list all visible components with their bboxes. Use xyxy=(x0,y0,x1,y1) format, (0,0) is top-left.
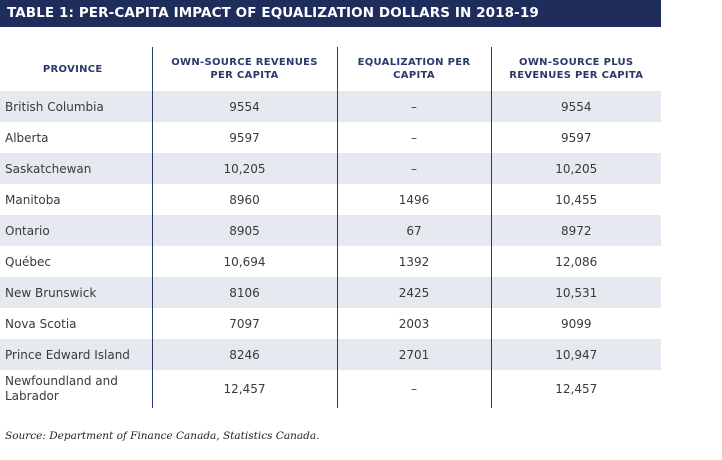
table-row: Prince Edward Island 8246 2701 10,947 xyxy=(0,339,661,370)
column-header-total: OWN-SOURCE PLUS REVENUES PER CAPITA xyxy=(490,47,661,91)
cell-own-source: 8960 xyxy=(151,184,337,215)
cell-total: 12,457 xyxy=(490,370,661,408)
cell-province: Nova Scotia xyxy=(0,308,152,339)
equalization-table: PROVINCE OWN-SOURCE REVENUES PER CAPITA … xyxy=(0,47,661,408)
table-header-row: PROVINCE OWN-SOURCE REVENUES PER CAPITA … xyxy=(0,47,661,91)
cell-equalization: 2701 xyxy=(336,339,491,370)
cell-total: 9597 xyxy=(490,122,661,153)
cell-province: Newfoundland and Labrador xyxy=(0,370,152,408)
cell-equalization: 2425 xyxy=(336,277,491,308)
table-title-bar: TABLE 1: PER-CAPITA IMPACT OF EQUALIZATI… xyxy=(0,0,661,27)
cell-province: Ontario xyxy=(0,215,152,246)
table-row: British Columbia 9554–9554 xyxy=(0,91,661,122)
cell-total: 10,947 xyxy=(490,339,661,370)
cell-own-source: 8905 xyxy=(151,215,337,246)
cell-equalization: – xyxy=(336,153,491,184)
cell-own-source: 10,694 xyxy=(151,246,337,277)
cell-own-source: 9554 xyxy=(151,91,337,122)
cell-equalization: 2003 xyxy=(336,308,491,339)
cell-total: 10,205 xyxy=(490,153,661,184)
cell-own-source: 10,205 xyxy=(151,153,337,184)
cell-total: 10,455 xyxy=(490,184,661,215)
column-header-equalization: EQUALIZATION PER CAPITA xyxy=(336,47,491,91)
column-header-province: PROVINCE xyxy=(42,63,103,75)
table-row: Saskatchewan 10,205–10,205 xyxy=(0,153,661,184)
table-row: New Brunswick 8106 2425 10,531 xyxy=(0,277,661,308)
cell-province: Québec xyxy=(0,246,152,277)
table-row: Ontario 8905 67 8972 xyxy=(0,215,661,246)
table-row: Alberta 9597–9597 xyxy=(0,122,661,153)
cell-equalization: – xyxy=(336,91,491,122)
cell-total: 8972 xyxy=(490,215,661,246)
cell-province: British Columbia xyxy=(0,91,152,122)
cell-total: 12,086 xyxy=(490,246,661,277)
cell-equalization: – xyxy=(336,122,491,153)
column-header-own-source: OWN-SOURCE REVENUES PER CAPITA xyxy=(151,47,337,91)
cell-province: Manitoba xyxy=(0,184,152,215)
cell-province: Prince Edward Island xyxy=(0,339,152,370)
source-note: Source: Department of Finance Canada, St… xyxy=(5,430,320,442)
cell-own-source: 9597 xyxy=(151,122,337,153)
cell-equalization: 1392 xyxy=(336,246,491,277)
cell-province: New Brunswick xyxy=(0,277,152,308)
cell-own-source: 7097 xyxy=(151,308,337,339)
cell-own-source: 8106 xyxy=(151,277,337,308)
cell-equalization: – xyxy=(336,370,491,408)
cell-province: Alberta xyxy=(0,122,152,153)
table-row: Québec 10,694 1392 12,086 xyxy=(0,246,661,277)
cell-total: 10,531 xyxy=(490,277,661,308)
cell-own-source: 8246 xyxy=(151,339,337,370)
cell-total: 9099 xyxy=(490,308,661,339)
table-row: Nova Scotia 7097 2003 9099 xyxy=(0,308,661,339)
table-row: Manitoba 8960 1496 10,455 xyxy=(0,184,661,215)
cell-own-source: 12,457 xyxy=(151,370,337,408)
table-row: Newfoundland and Labrador 12,457–12,457 xyxy=(0,370,661,408)
cell-total: 9554 xyxy=(490,91,661,122)
table-body: British Columbia 9554–9554 Alberta 9597–959… xyxy=(0,91,661,408)
cell-equalization: 1496 xyxy=(336,184,491,215)
cell-province: Saskatchewan xyxy=(0,153,152,184)
cell-equalization: 67 xyxy=(336,215,491,246)
table-title: TABLE 1: PER-CAPITA IMPACT OF EQUALIZATI… xyxy=(7,5,539,21)
